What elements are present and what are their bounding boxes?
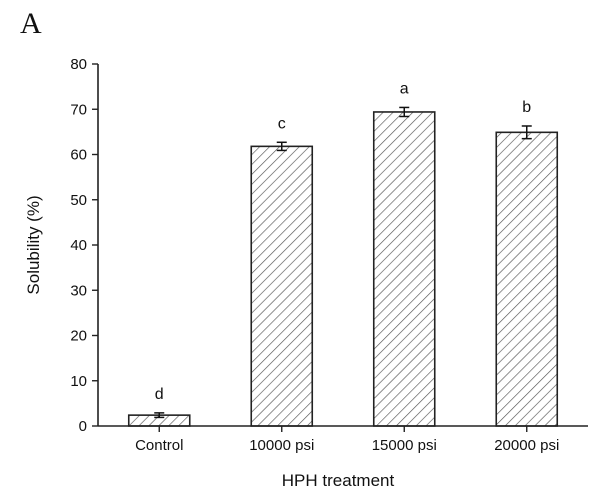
y-tick-label: 50 xyxy=(70,192,87,209)
y-tick-label: 20 xyxy=(70,328,87,345)
y-tick-label: 80 xyxy=(70,56,87,73)
x-tick-label: 20000 psi xyxy=(494,437,559,454)
significance-label: a xyxy=(400,80,409,97)
y-tick-label: 30 xyxy=(70,282,87,299)
bar xyxy=(495,131,559,427)
x-tick-label: Control xyxy=(135,437,183,454)
x-tick-label: 10000 psi xyxy=(249,437,314,454)
x-tick-label: 15000 psi xyxy=(372,437,437,454)
significance-label: b xyxy=(522,99,531,116)
y-tick-label: 0 xyxy=(79,418,87,435)
y-tick-label: 70 xyxy=(70,101,87,118)
y-axis-title: Solubility (%) xyxy=(24,195,43,294)
y-tick-label: 10 xyxy=(70,373,87,390)
significance-label: c xyxy=(278,115,286,132)
x-axis-title: HPH treatment xyxy=(282,471,395,490)
bar xyxy=(250,145,314,427)
significance-label: d xyxy=(155,386,164,403)
y-tick-label: 40 xyxy=(70,237,87,254)
y-tick-label: 60 xyxy=(70,147,87,164)
panel-label: A xyxy=(20,7,42,40)
bar xyxy=(372,111,436,427)
